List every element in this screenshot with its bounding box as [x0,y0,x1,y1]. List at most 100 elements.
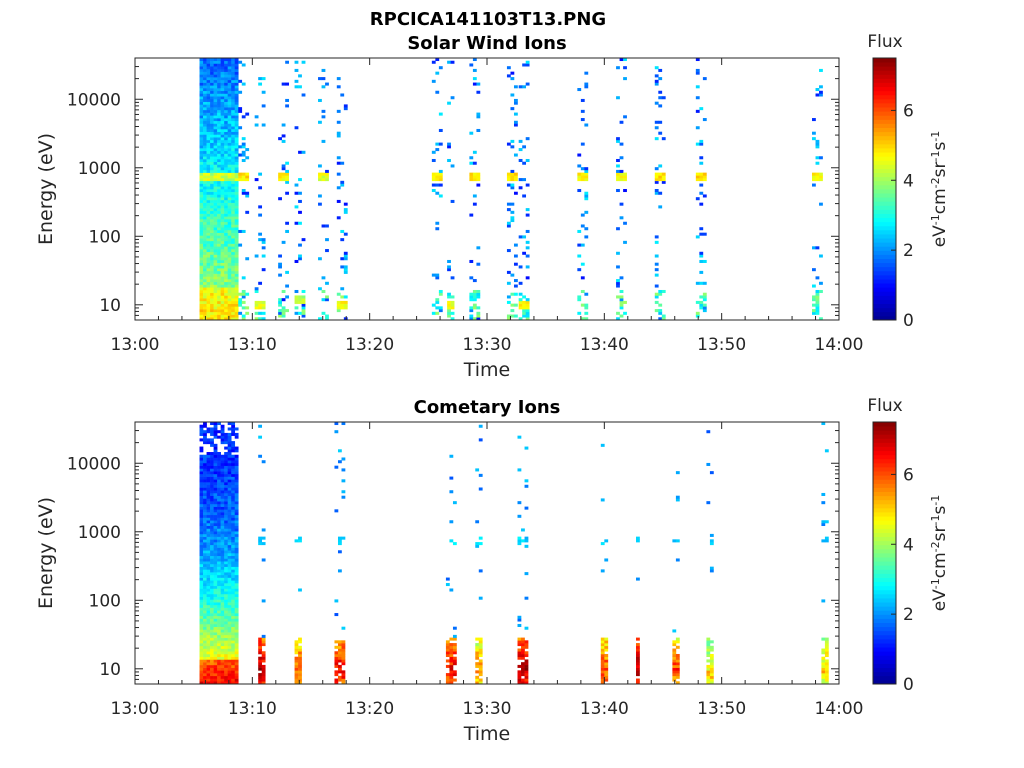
heatmap-cell [206,186,211,190]
heatmap-cell [231,74,236,78]
heatmap-cell [340,238,345,242]
heatmap-cell [231,471,236,475]
heatmap-cell [298,637,302,641]
heatmap-cell [472,202,477,206]
heatmap-cell [445,678,450,682]
heatmap-cell [234,471,239,475]
heatmap-cell [661,178,666,182]
heatmap-cell [217,126,221,130]
heatmap-cell [231,104,236,108]
colorbar-step [873,58,896,63]
heatmap-cell [654,82,659,86]
heatmap-cell [261,77,266,81]
heatmap-cell [224,88,228,92]
heatmap-cell [231,66,236,70]
heatmap-cell [699,281,704,285]
heatmap-cell [525,208,530,212]
heatmap-cell [241,191,246,195]
heatmap-cell [245,191,250,195]
heatmap-cell [231,295,236,299]
heatmap-cell [227,172,232,176]
heatmap-cell [217,276,221,280]
heatmap-cell [203,561,207,565]
heatmap-cell [199,98,204,102]
heatmap-cell [224,126,228,130]
heatmap-cell [343,300,348,304]
heatmap-cell [220,279,225,283]
heatmap-cell [217,156,221,160]
heatmap-cell [224,167,228,171]
heatmap-cell [217,473,221,477]
heatmap-cell [234,492,239,496]
heatmap-cell [210,251,214,255]
heatmap-cell [321,77,326,81]
heatmap-cell [623,221,627,225]
heatmap-cell [334,681,339,685]
heatmap-cell [336,85,341,89]
heatmap-cell [210,626,214,630]
heatmap-cell [234,167,239,171]
heatmap-cell [220,126,225,130]
heatmap-cell [510,183,515,187]
heatmap-cell [220,243,225,247]
heatmap-cell [476,82,481,86]
heatmap-cell [199,623,204,627]
heatmap-cell [224,257,228,261]
heatmap-cell [294,678,299,682]
heatmap-cell [234,561,239,565]
heatmap-cell [227,525,232,529]
colorbar-step [873,299,896,305]
heatmap-cell [217,63,221,67]
colorbar-step [873,135,896,141]
colorbar-step [873,503,896,509]
heatmap-cell [521,656,525,660]
heatmap-cell [525,158,530,163]
heatmap-cell [206,566,211,570]
heatmap-cell [210,503,214,507]
heatmap-cell [524,626,529,630]
heatmap-cell [476,306,481,310]
heatmap-cell [298,199,302,203]
heatmap-cell [231,199,236,203]
heatmap-cell [525,303,530,307]
heatmap-cell [217,626,221,630]
heatmap-cell [206,662,211,666]
heatmap-cell [294,311,299,315]
heatmap-cell [341,640,346,644]
heatmap-cell [445,651,450,655]
heatmap-cell [199,634,204,638]
heatmap-cell [213,525,218,529]
heatmap-cell [658,96,663,100]
heatmap-cell [220,574,225,578]
heatmap-cell [206,79,211,83]
heatmap-cell [261,664,266,668]
heatmap-cell [321,109,326,113]
heatmap-cell [213,503,218,507]
heatmap-cell [227,569,232,573]
heatmap-cell [245,257,250,261]
heatmap-cell [706,651,711,655]
heatmap-cell [521,643,525,647]
heatmap-cell [577,189,582,193]
heatmap-cell [231,270,236,274]
heatmap-cell [210,249,214,253]
heatmap-cell [600,664,605,668]
heatmap-cell [234,161,239,165]
heatmap-cell [709,670,714,674]
heatmap-cell [220,227,225,231]
heatmap-cell [245,148,250,152]
heatmap-cell [227,681,232,685]
heatmap-cell [203,473,207,477]
heatmap-cell [231,522,236,527]
heatmap-cell [220,98,225,102]
heatmap-cell [213,238,218,242]
heatmap-cell [695,175,700,179]
heatmap-cell [217,558,221,562]
heatmap-cell [199,531,204,535]
heatmap-cell [699,254,704,258]
heatmap-cell [521,539,525,543]
heatmap-cell [217,221,221,225]
heatmap-cell [220,536,225,540]
heatmap-cell [584,311,589,315]
